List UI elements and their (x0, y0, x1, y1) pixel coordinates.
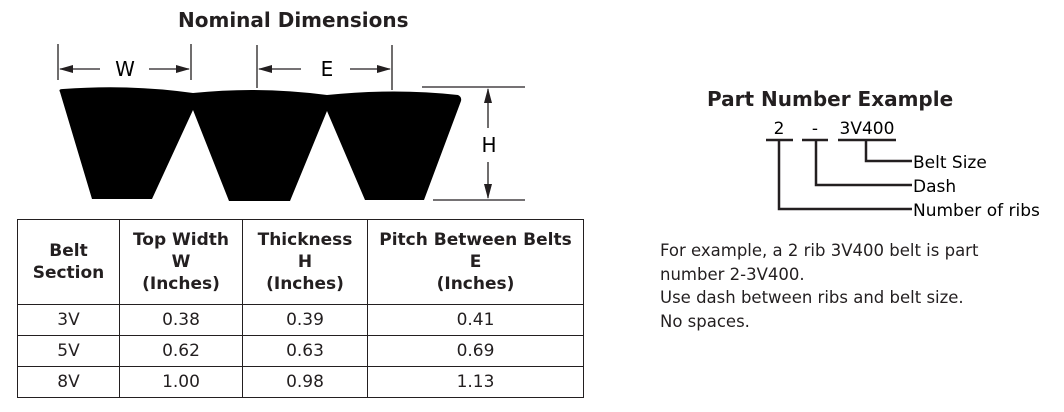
cell-pitch: 1.13 (367, 366, 584, 398)
callout-number-of-ribs: Number of ribs (913, 201, 1040, 221)
cell-section: 8V (17, 366, 120, 398)
table-row: 3V 0.38 0.39 0.41 (17, 304, 584, 336)
description-line: number 2-3V400. (660, 264, 805, 284)
cell-section: 3V (17, 304, 120, 336)
description-line: For example, a 2 rib 3V400 belt is part (660, 241, 979, 260)
table-row: 5V 0.62 0.63 0.69 (17, 335, 584, 367)
table-header-row: Belt Section Top Width W (Inches) Thickness… (17, 219, 584, 305)
part-ribs: 2 (774, 119, 785, 139)
arrowheads (59, 65, 492, 199)
part-number-callout-lines (766, 138, 912, 211)
cell-thickness: 0.39 (242, 304, 368, 336)
v-belt-shape (59, 87, 462, 201)
description-line: No spaces. (660, 311, 750, 331)
header-top-width: Top Width W (Inches) (119, 219, 243, 305)
part-size: 3V400 (840, 119, 895, 139)
table-row: 8V 1.00 0.98 1.13 (17, 366, 584, 398)
cell-width: 1.00 (119, 366, 243, 398)
header-belt-section: Belt Section (17, 219, 120, 305)
header-thickness: Thickness H (Inches) (242, 219, 368, 305)
callout-dash: Dash (913, 177, 956, 197)
part-number-title: Part Number Example (707, 87, 954, 111)
cell-width: 0.62 (119, 335, 243, 367)
dimensions-table: Belt Section Top Width W (Inches) Thickness… (17, 219, 584, 398)
part-number-description: For example, a 2 rib 3V400 belt is part … (660, 239, 978, 333)
cell-pitch: 0.69 (367, 335, 584, 367)
cell-thickness: 0.63 (242, 335, 368, 367)
w-label: W (115, 57, 135, 81)
header-pitch: Pitch Between Belts E (Inches) (367, 219, 584, 305)
cell-pitch: 0.41 (367, 304, 584, 336)
e-label: E (321, 57, 334, 81)
cell-section: 5V (17, 335, 120, 367)
callout-belt-size: Belt Size (913, 153, 987, 173)
diagram-title: Nominal Dimensions (178, 8, 409, 32)
h-label: H (481, 133, 496, 157)
part-dash: - (812, 119, 818, 139)
description-line: Use dash between ribs and belt size. (660, 288, 964, 307)
cell-thickness: 0.98 (242, 366, 368, 398)
cell-width: 0.38 (119, 304, 243, 336)
